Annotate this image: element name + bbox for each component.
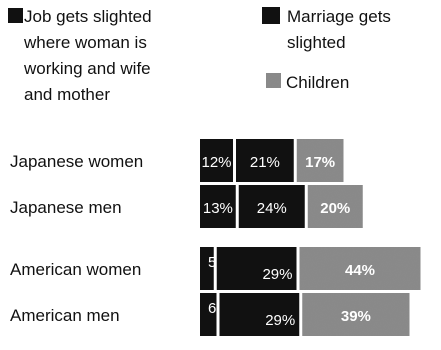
legend-swatch-job: [8, 8, 23, 23]
legend-label-marriage-line-1: Marriage gets: [287, 7, 391, 26]
row-labels: Japanese women Japanese men American women…: [10, 152, 143, 325]
bar-label-marriage-1: 24%: [257, 200, 287, 217]
bars: 12%21%17%13%24%20%5%29%44%6%29%39%: [200, 139, 421, 336]
bar-children-3: [302, 293, 410, 336]
bar-marriage-0: [236, 139, 294, 182]
bar-label-marriage-3: 29%: [265, 312, 295, 329]
bar-label-children-1: 20%: [320, 200, 350, 217]
legend-label-job-line-4: and mother: [24, 85, 110, 104]
legend-label-job-line-1: Job gets slighted: [24, 7, 152, 26]
legend-label-children: Children: [286, 73, 349, 92]
bar-marriage-1: [238, 185, 305, 228]
bar-label-job-1: 13%: [203, 200, 233, 217]
bar-marriage-2: [216, 247, 297, 290]
bar-job-1: [200, 185, 236, 228]
legend-label-job-line-3: working and wife: [23, 59, 151, 78]
bar-label-marriage-2: 29%: [262, 266, 292, 283]
bar-label-children-3: 39%: [341, 308, 371, 325]
bar-label-marriage-0: 21%: [250, 154, 280, 171]
bar-children-1: [307, 185, 363, 228]
row-label-american-men: American men: [10, 306, 120, 325]
legend-swatch-marriage: [262, 7, 280, 24]
bar-marriage-3: [219, 293, 300, 336]
row-label-american-women: American women: [10, 260, 141, 279]
bar-job-0: [200, 139, 233, 182]
bar-label-children-2: 44%: [345, 262, 375, 279]
legend-label-marriage: Marriage gets slighted: [287, 7, 396, 52]
row-label-japanese-men: Japanese men: [10, 198, 122, 217]
legend-label-job-line-2: where woman is: [23, 33, 147, 52]
bar-label-job-0: 12%: [201, 154, 231, 171]
legend-label-marriage-line-2: slighted: [287, 33, 346, 52]
bar-job-2: [200, 247, 214, 290]
bar-children-0: [296, 139, 344, 182]
bar-label-children-0: 17%: [305, 154, 335, 171]
legend-label-job: Job gets slighted where woman is working…: [23, 7, 156, 104]
row-label-japanese-women: Japanese women: [10, 152, 143, 171]
bar-children-2: [299, 247, 421, 290]
legend-swatch-children: [266, 73, 281, 88]
bar-job-3: [200, 293, 217, 336]
legend: Job gets slighted where woman is working…: [8, 7, 396, 104]
